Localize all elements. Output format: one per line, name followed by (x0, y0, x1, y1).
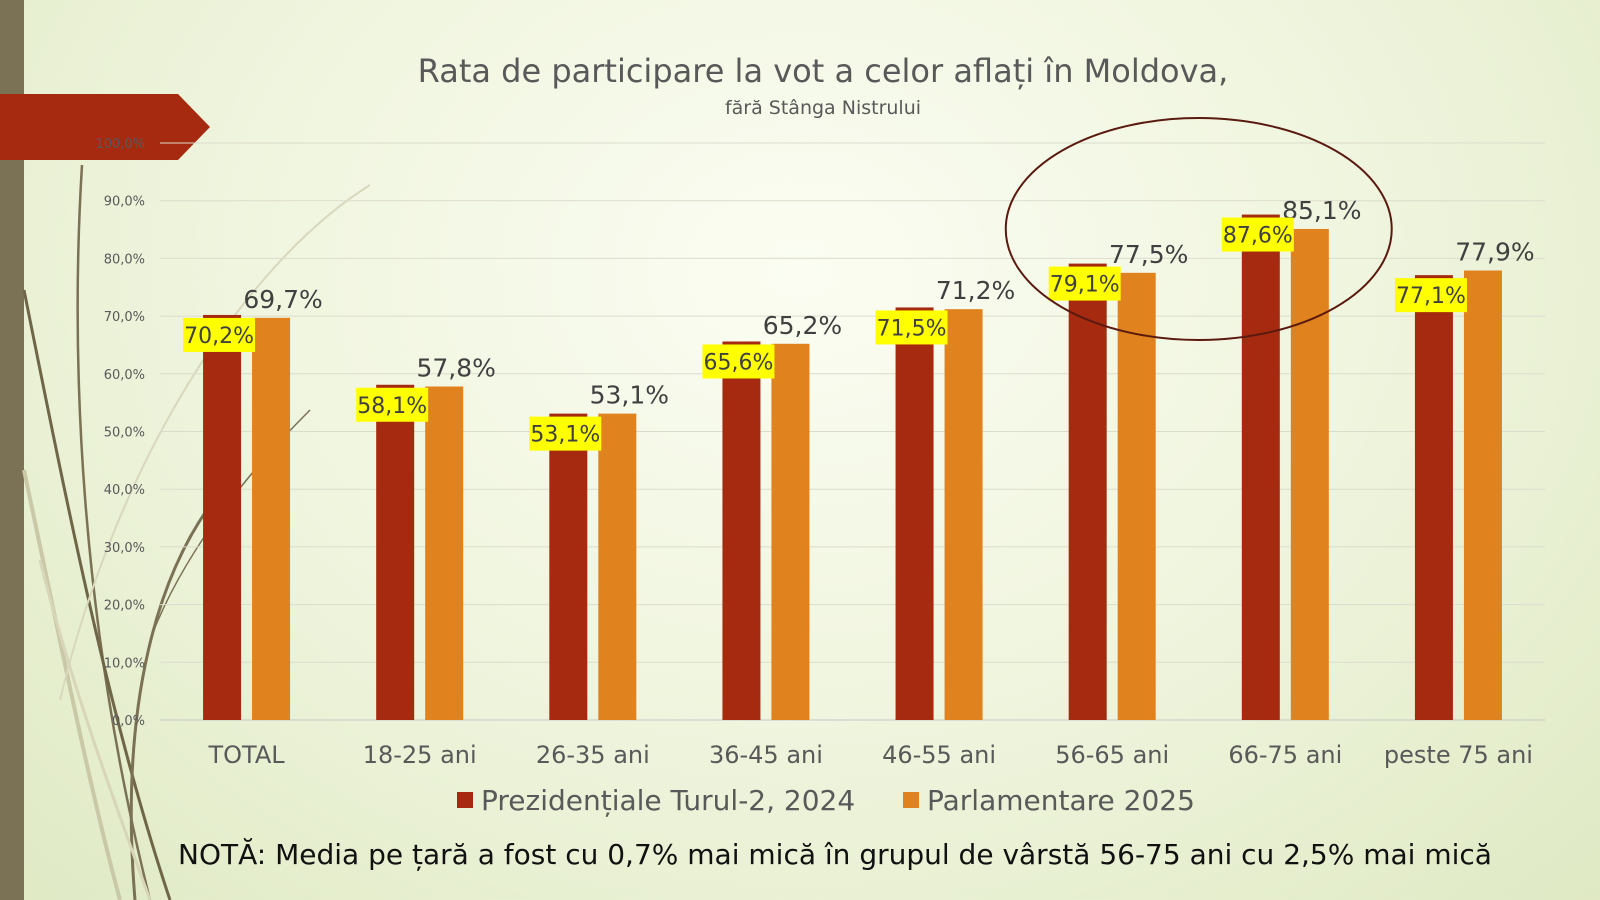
y-tick-label: 80,0% (104, 252, 145, 267)
bar-series1 (1068, 263, 1107, 720)
y-tick-label: 20,0% (104, 599, 145, 614)
data-label-highlight (1221, 217, 1294, 252)
data-label-series2: 85,1% (1282, 196, 1361, 225)
y-tick-label: 30,0% (104, 541, 145, 556)
bar-series2 (252, 317, 291, 720)
data-label-series2: 69,7% (243, 285, 322, 314)
bar-series2 (1117, 272, 1156, 720)
data-label-series1: 87,6% (1223, 224, 1293, 249)
bar-series1 (1414, 275, 1453, 720)
data-label-series2: 57,8% (416, 353, 495, 382)
legend-swatch (457, 792, 473, 808)
y-tick-label: 0,0% (112, 714, 145, 729)
bar-series2 (425, 386, 464, 720)
y-tick-label: 10,0% (104, 656, 145, 671)
bar-series2 (1290, 228, 1329, 720)
bar-series1 (203, 314, 242, 720)
x-tick-label: 56-65 ani (1055, 741, 1169, 769)
data-label-series1: 53,1% (530, 423, 600, 448)
chart-title: Rata de participare la vot a celor aflaț… (417, 52, 1229, 90)
legend-label: Parlamentare 2025 (927, 784, 1195, 817)
data-label-highlight (875, 310, 948, 345)
x-tick-label: 66-75 ani (1228, 741, 1342, 769)
chart-subtitle: fără Stânga Nistrului (724, 97, 922, 119)
y-tick-label: 60,0% (104, 368, 145, 383)
data-label-highlight (1394, 278, 1467, 313)
y-tick-label: 40,0% (104, 483, 145, 498)
data-label-series2: 65,2% (763, 311, 842, 340)
x-tick-label: 46-55 ani (882, 741, 996, 769)
bar-series2 (771, 343, 810, 720)
x-tick-label: peste 75 ani (1384, 741, 1533, 769)
bar-series1 (549, 413, 588, 720)
bar-series1 (722, 341, 761, 720)
data-label-series2: 77,5% (1109, 240, 1188, 269)
data-label-highlight (356, 387, 429, 422)
bar-series2 (944, 309, 983, 720)
legend-swatch (903, 792, 919, 808)
data-label-series1: 65,6% (703, 350, 773, 375)
note-text: NOTĂ: Media pe țară a fost cu 0,7% mai m… (178, 838, 1492, 871)
y-tick-label: 70,0% (104, 310, 145, 325)
y-tick-label: 50,0% (104, 426, 145, 441)
data-label-series2: 77,9% (1455, 238, 1534, 267)
legend-label: Prezidențiale Turul-2, 2024 (481, 784, 855, 817)
bar-series1 (1241, 214, 1280, 720)
annotation-ellipse (1004, 117, 1393, 341)
bar-series2 (1463, 270, 1502, 720)
bar-series1 (376, 384, 415, 720)
data-label-highlight (702, 344, 775, 379)
data-label-series1: 77,1% (1396, 284, 1466, 309)
data-label-series1: 71,5% (877, 316, 947, 341)
data-label-series2: 71,2% (936, 276, 1015, 305)
bar-series2 (598, 413, 637, 720)
y-tick-label: 90,0% (104, 195, 145, 210)
bar-series1 (895, 307, 934, 720)
x-tick-label: 26-35 ani (536, 741, 650, 769)
x-tick-label: TOTAL (207, 741, 285, 769)
data-label-series1: 58,1% (357, 394, 427, 419)
arrow-banner (0, 94, 210, 160)
data-label-highlight (529, 416, 602, 451)
data-label-series2: 53,1% (590, 381, 669, 410)
data-label-highlight (1048, 266, 1121, 301)
data-label-series1: 70,2% (184, 324, 254, 349)
x-tick-label: 36-45 ani (709, 741, 823, 769)
data-label-highlight (183, 317, 256, 352)
data-label-series1: 79,1% (1050, 273, 1120, 298)
y-tick-label: 100,0% (95, 137, 145, 152)
x-tick-label: 18-25 ani (363, 741, 477, 769)
